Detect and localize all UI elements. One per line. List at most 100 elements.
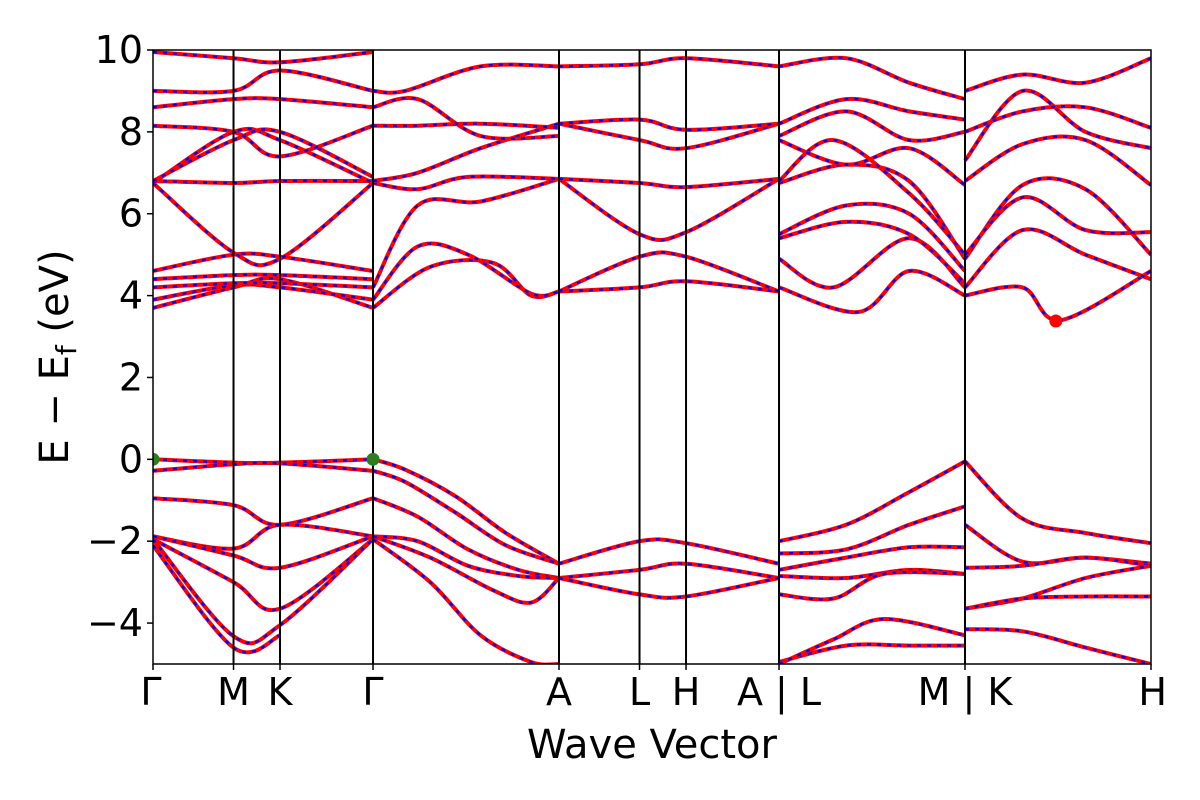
x-tick-label: M | K [918, 670, 1014, 715]
band-overlay-31 [153, 283, 374, 301]
band-overlay-15 [558, 562, 780, 580]
band-55 [558, 121, 780, 151]
band-overlay-14 [558, 538, 780, 565]
band-overlay-34 [153, 252, 374, 273]
band-50 [372, 62, 560, 95]
band-43 [371, 258, 560, 310]
band-overlay-42 [153, 50, 374, 64]
band-29 [964, 627, 1151, 664]
band-overlay-45 [371, 177, 560, 288]
band-overlay-75 [964, 57, 1151, 93]
band-overlay-71 [964, 196, 1151, 256]
y-tick-label: 2 [119, 355, 143, 399]
band-overlay-38 [153, 128, 374, 183]
band-overlay-35 [153, 182, 374, 267]
band-overlay-11 [372, 535, 560, 580]
band-extremum-marker [153, 452, 160, 466]
band-overlay-10 [372, 497, 560, 580]
band-overlay-28 [964, 595, 1151, 610]
y-tick-label: −4 [87, 601, 143, 645]
band-overlay-59 [778, 237, 966, 289]
band-overlay-64 [778, 138, 966, 187]
band-4 [153, 534, 374, 571]
band-overlay-24 [964, 460, 1151, 545]
band-62 [778, 162, 967, 260]
band-overlay-58 [778, 269, 966, 314]
kpoint-dividers [232, 50, 967, 664]
band-28 [964, 594, 1151, 611]
band-overlay-0 [153, 458, 374, 465]
band-overlay-33 [153, 273, 374, 281]
band-overlay-32 [153, 281, 374, 289]
band-overlay-22 [778, 643, 965, 664]
band-overlay-47 [372, 122, 560, 183]
band-61 [778, 201, 967, 273]
band-13 [371, 537, 560, 664]
band-overlay-68 [964, 269, 1151, 322]
x-axis-label: Wave Vector [527, 722, 778, 768]
y-axis-label-subscript: f [50, 344, 83, 355]
band-overlay-57 [558, 56, 780, 68]
band-extremum-marker [1049, 314, 1063, 328]
band-overlay-19 [778, 545, 966, 572]
x-tick-label: H [1138, 670, 1167, 714]
band-overlay-25 [964, 523, 1151, 565]
band-44 [371, 241, 560, 301]
band-34 [153, 251, 374, 273]
x-tick-label: K [268, 670, 294, 714]
band-overlay-9 [372, 469, 560, 565]
band-overlay-21 [778, 570, 966, 601]
band-17 [778, 459, 966, 544]
y-tick-label: −2 [87, 519, 143, 563]
band-overlay-73 [964, 89, 1151, 162]
x-tick-label: Γ [362, 670, 383, 714]
y-tick-label: 8 [119, 110, 143, 154]
y-tick-label: 4 [119, 274, 143, 318]
band-overlay-72 [964, 135, 1151, 187]
x-tick-label: M [217, 670, 250, 714]
band-overlay-56 [558, 118, 780, 132]
band-overlay-5 [153, 538, 374, 612]
band-overlay-27 [964, 564, 1151, 610]
band-overlay-17 [778, 460, 966, 543]
band-overlay-29 [964, 627, 1151, 664]
y-axis-label: E − Ef (eV) [32, 249, 83, 464]
x-tick-label: L [629, 670, 650, 714]
bands [153, 50, 1151, 664]
y-axis-label-unit: (eV) [32, 249, 78, 345]
band-48 [372, 121, 560, 130]
band-67 [778, 55, 966, 102]
band-24 [963, 459, 1151, 546]
band-14 [558, 537, 780, 566]
band-overlay-46 [372, 175, 560, 191]
band-overlay-49 [372, 96, 560, 140]
band-7 [153, 544, 281, 655]
y-axis-label-main: E − E [32, 355, 78, 465]
band-overlay-54 [558, 177, 780, 189]
band-overlay-44 [372, 242, 560, 301]
band-45 [371, 176, 560, 289]
band-overlay-52 [558, 251, 780, 293]
band-47 [372, 121, 560, 183]
band-overlay-53 [558, 177, 780, 242]
y-tick-label: 6 [119, 192, 143, 236]
band-2 [153, 496, 374, 527]
band-75 [964, 56, 1151, 93]
y-tick-label: 0 [119, 437, 143, 481]
band-39 [153, 123, 374, 159]
band-overlay-60 [778, 220, 966, 285]
band-16 [558, 576, 780, 600]
band-overlay-62 [778, 163, 966, 260]
band-19 [778, 544, 966, 572]
band-overlay-50 [372, 63, 560, 94]
band-overlay-63 [778, 138, 966, 256]
band-overlay-40 [153, 96, 374, 109]
band-18 [778, 504, 966, 556]
x-tick-label: A [546, 670, 572, 714]
band-overlay-65 [778, 110, 966, 142]
band-overlay-12 [372, 535, 560, 605]
band-overlay-66 [778, 97, 966, 125]
band-overlay-26 [964, 556, 1151, 569]
band-overlay-1 [153, 461, 374, 472]
